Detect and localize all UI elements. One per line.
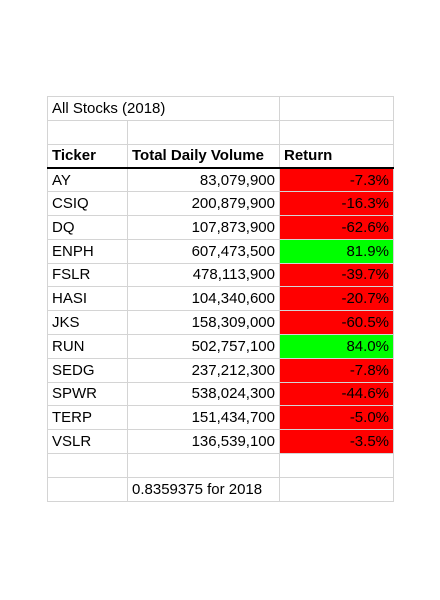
ticker-cell[interactable]: VSLR [47, 429, 128, 454]
runtime-row: 0.8359375 for 2018 [47, 476, 394, 502]
volume-header-cell[interactable]: Total Daily Volume [127, 143, 280, 169]
return-cell[interactable]: -20.7% [279, 286, 394, 312]
volume-cell[interactable]: 237,212,300 [127, 357, 280, 383]
empty-cell[interactable] [127, 452, 280, 478]
volume-cell[interactable]: 502,757,100 [127, 333, 280, 359]
empty-cell[interactable] [279, 119, 394, 145]
return-cell[interactable]: -16.3% [279, 191, 394, 216]
sheet-title-cell[interactable]: All Stocks (2018) [47, 96, 280, 121]
ticker-header-cell[interactable]: Ticker [47, 143, 128, 169]
volume-cell[interactable]: 200,879,900 [127, 191, 280, 216]
ticker-cell[interactable]: JKS [47, 310, 128, 335]
table-row: SEDG 237,212,300 -7.8% [47, 357, 394, 383]
return-header-cell[interactable]: Return [279, 143, 394, 169]
volume-cell[interactable]: 136,539,100 [127, 429, 280, 454]
table-row: FSLR 478,113,900 -39.7% [47, 262, 394, 288]
ticker-cell[interactable]: TERP [47, 405, 128, 431]
empty-cell[interactable] [47, 476, 128, 502]
table-row: ENPH 607,473,500 81.9% [47, 238, 394, 264]
table-row: TERP 151,434,700 -5.0% [47, 405, 394, 431]
empty-cell[interactable] [279, 476, 394, 502]
volume-cell[interactable]: 538,024,300 [127, 381, 280, 407]
return-cell[interactable]: -7.8% [279, 357, 394, 383]
volume-cell[interactable]: 107,873,900 [127, 214, 280, 240]
ticker-cell[interactable]: SPWR [47, 381, 128, 407]
table-row: RUN 502,757,100 84.0% [47, 333, 394, 359]
ticker-cell[interactable]: ENPH [47, 238, 128, 264]
empty-cell[interactable] [127, 119, 280, 145]
title-row: All Stocks (2018) [47, 96, 394, 121]
volume-cell[interactable]: 151,434,700 [127, 405, 280, 431]
table-row: SPWR 538,024,300 -44.6% [47, 381, 394, 407]
return-cell[interactable]: 84.0% [279, 333, 394, 359]
return-cell[interactable]: -60.5% [279, 310, 394, 335]
table-row: AY 83,079,900 -7.3% [47, 167, 394, 193]
stocks-table: All Stocks (2018) Ticker Total Daily Vol… [47, 96, 394, 502]
ticker-cell[interactable]: FSLR [47, 262, 128, 288]
ticker-cell[interactable]: CSIQ [47, 191, 128, 216]
ticker-cell[interactable]: SEDG [47, 357, 128, 383]
table-row: HASI 104,340,600 -20.7% [47, 286, 394, 312]
volume-cell[interactable]: 158,309,000 [127, 310, 280, 335]
empty-cell[interactable] [47, 452, 128, 478]
table-row: VSLR 136,539,100 -3.5% [47, 429, 394, 454]
return-cell[interactable]: -39.7% [279, 262, 394, 288]
ticker-cell[interactable]: RUN [47, 333, 128, 359]
volume-cell[interactable]: 104,340,600 [127, 286, 280, 312]
return-cell[interactable]: -3.5% [279, 429, 394, 454]
return-cell[interactable]: 81.9% [279, 238, 394, 264]
return-cell[interactable]: -7.3% [279, 167, 394, 193]
return-cell[interactable]: -5.0% [279, 405, 394, 431]
return-cell[interactable]: -62.6% [279, 214, 394, 240]
empty-cell[interactable] [279, 452, 394, 478]
ticker-cell[interactable]: AY [47, 167, 128, 193]
volume-cell[interactable]: 478,113,900 [127, 262, 280, 288]
table-row: DQ 107,873,900 -62.6% [47, 214, 394, 240]
empty-cell[interactable] [279, 96, 394, 121]
ticker-cell[interactable]: DQ [47, 214, 128, 240]
runtime-note-cell[interactable]: 0.8359375 for 2018 [127, 476, 280, 502]
blank-row [47, 452, 394, 478]
empty-cell[interactable] [47, 119, 128, 145]
return-cell[interactable]: -44.6% [279, 381, 394, 407]
table-row: JKS 158,309,000 -60.5% [47, 310, 394, 335]
ticker-cell[interactable]: HASI [47, 286, 128, 312]
volume-cell[interactable]: 607,473,500 [127, 238, 280, 264]
table-row: CSIQ 200,879,900 -16.3% [47, 191, 394, 216]
header-row: Ticker Total Daily Volume Return [47, 143, 394, 169]
volume-cell[interactable]: 83,079,900 [127, 167, 280, 193]
blank-row [47, 119, 394, 145]
